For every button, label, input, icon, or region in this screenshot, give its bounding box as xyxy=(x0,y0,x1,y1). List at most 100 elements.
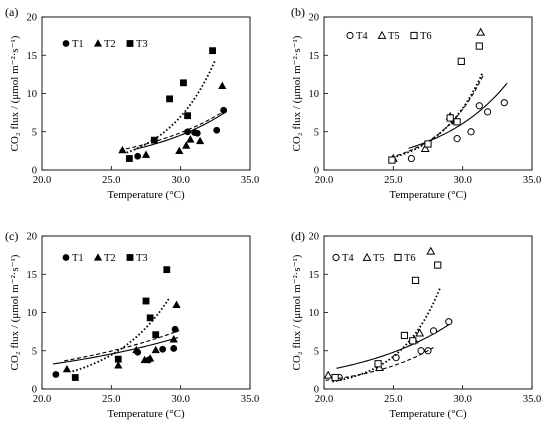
data-point xyxy=(171,325,179,333)
fit-line-t5 xyxy=(390,74,484,158)
x-tick-label: 35.0 xyxy=(241,394,259,405)
y-tick-label: 15 xyxy=(27,51,38,62)
fit-line-t2 xyxy=(64,330,180,362)
data-point xyxy=(62,364,72,373)
panel-c: 0 5 10 15 20 20.0 25.0 30.0 35.0 Temperature (°C)… xyxy=(5,229,259,420)
data-point xyxy=(195,136,205,145)
x-tick-label: 35.0 xyxy=(523,394,541,405)
x-axis-label: Temperature (°C) xyxy=(389,189,467,201)
x-tick-label: 25.0 xyxy=(102,175,120,186)
x-tick-label: 25.0 xyxy=(384,175,402,186)
legend-marker xyxy=(377,30,387,39)
series-t2: T2 xyxy=(93,39,227,158)
y-tick-label: 20 xyxy=(27,232,38,243)
y-tick-label: 0 xyxy=(32,166,37,177)
x-tick-label: 30.0 xyxy=(171,394,189,405)
data-point xyxy=(169,335,178,343)
legend-label: T2 xyxy=(104,253,116,264)
data-point xyxy=(417,347,425,355)
data-point xyxy=(132,345,141,354)
panel-d: 0 5 10 15 20 20.0 25.0 30.0 35.0 Temperature (°C)… xyxy=(291,229,541,420)
x-tick-label: 25.0 xyxy=(384,394,402,405)
y-tick-label: 10 xyxy=(309,308,320,319)
data-point xyxy=(146,354,155,362)
data-point xyxy=(134,152,142,160)
series-t6: T6 xyxy=(388,31,483,164)
data-point xyxy=(150,136,158,144)
legend-marker xyxy=(394,253,402,262)
legend-label: T4 xyxy=(342,253,354,264)
data-point xyxy=(118,145,127,154)
y-tick-label: 20 xyxy=(309,232,320,243)
data-point xyxy=(213,126,221,134)
data-point xyxy=(193,129,201,137)
data-point xyxy=(420,143,430,152)
data-point xyxy=(141,150,151,158)
y-tick-label: 10 xyxy=(27,89,38,100)
data-point xyxy=(209,47,216,55)
data-point xyxy=(170,345,178,352)
y-tick-label: 20 xyxy=(27,13,38,24)
data-point xyxy=(457,57,465,65)
x-tick-label: 30.0 xyxy=(453,175,471,186)
legend-label: T1 xyxy=(72,39,84,50)
panel-label: (c) xyxy=(5,229,18,243)
data-point xyxy=(114,355,122,363)
x-tick-label: 35.0 xyxy=(523,175,541,186)
x-axis-label: Temperature (°C) xyxy=(107,189,185,201)
data-point xyxy=(475,42,483,50)
data-point xyxy=(484,108,492,116)
data-point xyxy=(159,345,167,353)
data-point xyxy=(186,135,195,143)
x-axis-label: Temperature (°C) xyxy=(389,408,467,420)
data-point xyxy=(152,331,160,339)
data-point xyxy=(429,327,438,335)
fit-line-t3 xyxy=(72,297,171,373)
legend-marker xyxy=(410,31,418,40)
legend-label: T3 xyxy=(136,39,148,50)
data-point xyxy=(467,128,475,136)
y-tick-label: 15 xyxy=(309,51,320,62)
series-t3: T3 xyxy=(125,39,217,162)
panel-label: (b) xyxy=(291,5,305,19)
y-tick-label: 10 xyxy=(27,308,38,319)
y-tick-label: 5 xyxy=(32,346,37,357)
y-tick-label: 5 xyxy=(314,127,319,138)
y-tick-label: 15 xyxy=(27,270,38,281)
data-point xyxy=(220,106,228,114)
data-point xyxy=(323,370,333,379)
y-tick-label: 20 xyxy=(309,13,320,24)
fit-line-t3 xyxy=(126,59,217,154)
data-point xyxy=(411,276,420,284)
y-tick-label: 5 xyxy=(32,127,37,138)
legend-marker xyxy=(93,39,103,47)
y-tick-label: 5 xyxy=(314,346,319,357)
x-tick-label: 20.0 xyxy=(33,175,51,186)
data-point xyxy=(453,118,461,126)
y-axis-label: CO₂ flux / (μmol m⁻²·s⁻¹) xyxy=(9,254,21,370)
data-point xyxy=(331,373,339,382)
legend-label: T1 xyxy=(72,253,84,264)
legend-label: T5 xyxy=(373,253,385,264)
data-point xyxy=(409,337,417,345)
legend-marker xyxy=(62,40,70,47)
data-point xyxy=(475,102,483,110)
series-t2: T2 xyxy=(62,253,181,373)
data-point xyxy=(184,128,191,136)
data-point xyxy=(71,374,79,381)
data-point xyxy=(114,361,123,369)
data-point xyxy=(424,140,432,148)
x-tick-label: 30.0 xyxy=(171,175,189,186)
data-point xyxy=(446,114,454,122)
legend-marker xyxy=(62,254,70,261)
data-point xyxy=(426,246,436,255)
series-t4: T4 xyxy=(332,253,453,382)
data-point xyxy=(434,261,442,269)
data-point xyxy=(445,318,453,326)
legend-label: T3 xyxy=(136,253,148,264)
fit-line-t2 xyxy=(119,110,226,151)
fit-line-t6 xyxy=(332,286,442,383)
series-t1: T1 xyxy=(62,39,228,160)
y-tick-label: 10 xyxy=(309,89,320,100)
